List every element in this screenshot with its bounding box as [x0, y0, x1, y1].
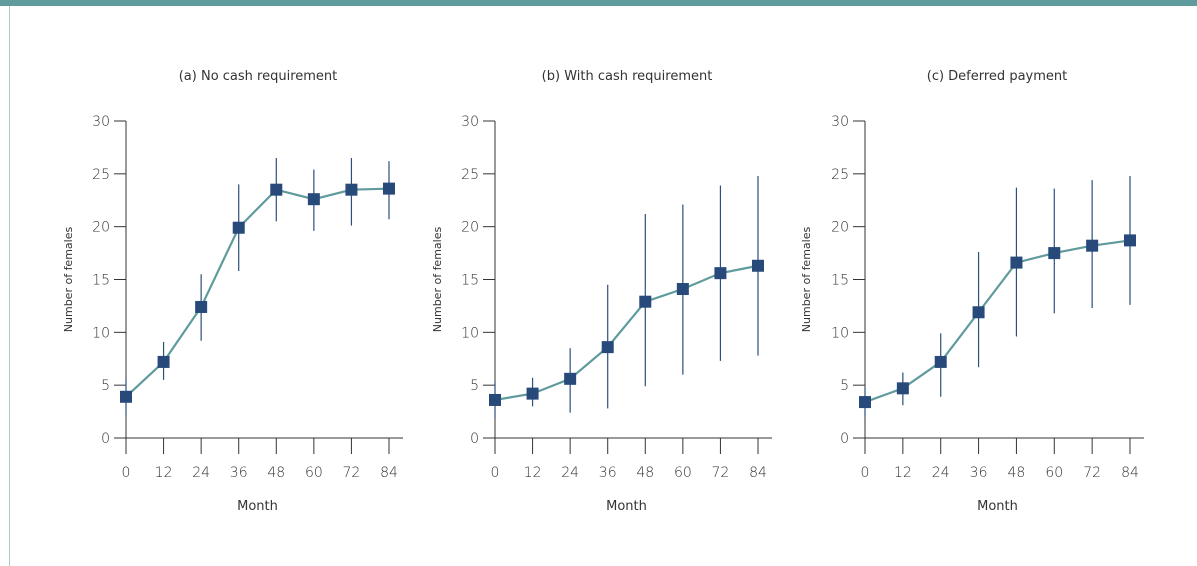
- chart-panel-1: (b) With cash requirement 0 5 10 15 20 25 30 0 12…: [431, 69, 772, 514]
- x-tick-label: 48: [1008, 465, 1026, 481]
- y-tick-label: 0: [101, 431, 110, 447]
- data-point-marker: [896, 382, 909, 395]
- top-accent-bar: [0, 0, 1197, 6]
- x-tick-label: 24: [561, 465, 579, 481]
- y-axis-label: Number of females: [431, 227, 444, 333]
- x-tick-label: 60: [674, 465, 692, 481]
- y-axis-label: Number of females: [800, 227, 813, 333]
- y-tick-label: 15: [831, 273, 849, 289]
- x-tick-label: 60: [1045, 465, 1063, 481]
- x-tick-label: 24: [932, 465, 950, 481]
- y-tick-label: 0: [470, 431, 479, 447]
- series-line: [125, 187, 390, 398]
- data-point-marker: [1124, 234, 1136, 247]
- y-tick-label: 25: [461, 167, 479, 183]
- y-tick-label: 25: [92, 167, 110, 183]
- y-tick-label: 20: [92, 220, 110, 236]
- y-tick-label: 30: [92, 114, 110, 130]
- chart-title: (b) With cash requirement: [542, 69, 713, 84]
- x-tick-label: 0: [491, 465, 500, 481]
- y-axis-label: Number of females: [62, 227, 75, 333]
- y-tick-label: 15: [461, 273, 479, 289]
- y-tick-label: 30: [831, 114, 849, 130]
- y-tick-label: 20: [461, 220, 479, 236]
- x-tick-label: 48: [267, 465, 285, 481]
- x-tick-label: 24: [192, 465, 210, 481]
- x-tick-label: 60: [305, 465, 323, 481]
- x-tick-label: 48: [636, 465, 654, 481]
- x-axis-label: Month: [237, 499, 278, 514]
- y-tick-label: 5: [101, 378, 110, 394]
- x-tick-label: 72: [1083, 465, 1101, 481]
- data-point-marker: [752, 259, 764, 272]
- series-line: [864, 239, 1131, 404]
- data-point-marker: [1086, 239, 1099, 252]
- x-axis-label: Month: [606, 499, 647, 514]
- chart-title: (a) No cash requirement: [179, 69, 338, 84]
- data-point-marker: [195, 300, 208, 313]
- y-tick-label: 10: [92, 325, 110, 341]
- x-tick-label: 12: [155, 465, 173, 481]
- x-tick-label: 72: [712, 465, 730, 481]
- data-point-marker: [934, 355, 947, 368]
- y-tick-label: 20: [831, 220, 849, 236]
- data-point-marker: [345, 183, 358, 196]
- data-point-marker: [157, 355, 170, 368]
- data-point-marker: [1048, 247, 1061, 260]
- y-tick-label: 25: [831, 167, 849, 183]
- x-tick-label: 72: [343, 465, 361, 481]
- x-tick-label: 84: [749, 465, 767, 481]
- data-point-marker: [859, 396, 871, 409]
- y-tick-label: 15: [92, 273, 110, 289]
- left-border-line: [9, 6, 10, 566]
- x-tick-label: 84: [380, 465, 398, 481]
- x-tick-label: 0: [122, 465, 131, 481]
- data-point-marker: [1010, 256, 1023, 269]
- x-tick-label: 12: [894, 465, 912, 481]
- chart-panel-0: (a) No cash requirement 0 5 10 15 20 25 30 0 12 24…: [62, 69, 403, 514]
- data-point-marker: [307, 193, 320, 206]
- data-point-marker: [972, 306, 985, 319]
- y-tick-label: 10: [831, 325, 849, 341]
- y-tick-label: 10: [461, 325, 479, 341]
- series-line: [494, 264, 759, 402]
- chart-panel-2: (c) Deferred payment 0 5 10 15 20 25 30 0 12 24 36 4…: [800, 69, 1144, 514]
- y-tick-label: 0: [840, 431, 849, 447]
- x-tick-label: 0: [861, 465, 870, 481]
- data-point-marker: [564, 372, 577, 385]
- data-point-marker: [526, 387, 539, 400]
- data-point-marker: [383, 182, 395, 195]
- data-point-marker: [489, 393, 501, 406]
- data-point-marker: [601, 341, 614, 354]
- x-axis-label: Month: [977, 499, 1018, 514]
- x-tick-label: 12: [524, 465, 542, 481]
- x-tick-label: 36: [599, 465, 617, 481]
- x-tick-label: 36: [230, 465, 248, 481]
- data-point-marker: [232, 221, 245, 234]
- x-tick-label: 36: [970, 465, 988, 481]
- data-point-marker: [714, 267, 727, 280]
- data-point-marker: [639, 295, 652, 308]
- data-point-marker: [676, 283, 689, 296]
- data-point-marker: [120, 390, 132, 403]
- data-point-marker: [270, 183, 283, 196]
- y-tick-label: 30: [461, 114, 479, 130]
- chart-title: (c) Deferred payment: [927, 69, 1067, 84]
- x-tick-label: 84: [1121, 465, 1139, 481]
- y-tick-label: 5: [840, 378, 849, 394]
- y-tick-label: 5: [470, 378, 479, 394]
